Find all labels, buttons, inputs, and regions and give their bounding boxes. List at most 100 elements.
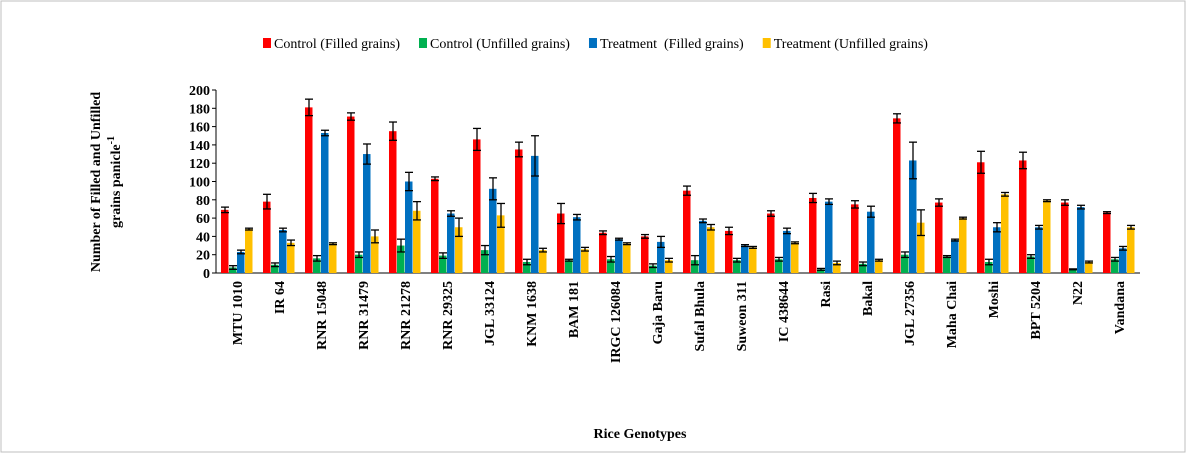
x-tick-label: BAM 181 — [567, 281, 582, 338]
bar — [347, 116, 355, 273]
error-bar — [691, 254, 699, 266]
error-bar — [767, 210, 775, 217]
error-bar — [917, 209, 925, 237]
bar — [851, 204, 859, 273]
error-bar — [665, 257, 673, 263]
bar — [581, 249, 589, 273]
legend-label: Control (Unfilled grains) — [430, 37, 570, 52]
error-bar — [1043, 199, 1051, 203]
bar — [993, 227, 1001, 273]
error-bar — [1061, 199, 1069, 206]
bar — [539, 250, 547, 273]
bar — [271, 264, 279, 273]
bar — [775, 259, 783, 273]
error-bar — [565, 258, 573, 262]
x-tick-label: RNR 29325 — [441, 281, 456, 350]
error-bar — [909, 141, 917, 180]
bar — [1103, 212, 1111, 273]
bar — [825, 201, 833, 273]
bar — [1077, 207, 1085, 273]
error-bar — [497, 202, 505, 228]
error-bar — [221, 206, 229, 214]
error-bar — [1119, 245, 1127, 251]
x-tick-label: IC 438644 — [777, 281, 792, 342]
error-bar — [657, 235, 665, 249]
bar — [665, 260, 673, 273]
error-bar — [237, 249, 245, 255]
x-tick-label: IR 64 — [273, 281, 288, 314]
error-bar — [481, 244, 489, 256]
error-bar — [959, 216, 967, 220]
bar — [833, 262, 841, 273]
bar — [413, 210, 421, 273]
error-bar — [901, 251, 909, 259]
bar — [1001, 194, 1009, 273]
bar — [1069, 269, 1077, 273]
error-bar — [363, 143, 371, 165]
bar — [531, 155, 539, 273]
bar — [229, 267, 237, 273]
error-bar — [935, 198, 943, 207]
error-bar — [573, 213, 581, 221]
x-tick-label: RNR 21278 — [399, 281, 414, 350]
error-bar — [599, 230, 607, 236]
bar — [783, 230, 791, 273]
bar — [623, 243, 631, 273]
y-tick-label: 60 — [196, 212, 210, 227]
error-bar — [725, 226, 733, 236]
error-bar — [817, 267, 825, 271]
y-axis-label-line: grains panicle-1 — [106, 136, 124, 228]
bar — [951, 240, 959, 273]
bar — [1127, 227, 1135, 273]
bar — [263, 201, 271, 273]
x-tick-label: Maha Chai — [945, 281, 960, 348]
error-bar — [355, 251, 363, 259]
bar — [557, 213, 565, 273]
x-tick-label: Vandana — [1113, 281, 1128, 334]
error-bar — [1103, 211, 1111, 215]
x-tick-label: KNM 1638 — [525, 281, 540, 347]
bar — [809, 197, 817, 273]
error-bar — [313, 254, 321, 262]
error-bar — [581, 246, 589, 252]
x-tick-label: Suweon 311 — [735, 281, 750, 351]
x-tick-label: JGL 33124 — [483, 281, 498, 346]
error-bar — [329, 242, 337, 246]
x-tick-label: Bakal — [861, 281, 876, 316]
error-bar — [413, 200, 421, 221]
error-bar — [791, 241, 799, 245]
bar — [1085, 262, 1093, 273]
x-tick-label: RNR 31479 — [357, 281, 372, 350]
error-bar — [245, 227, 253, 231]
x-tick-label: MTU 1010 — [231, 281, 246, 345]
error-bar — [1019, 151, 1027, 170]
bar — [917, 222, 925, 273]
y-tick-label: 120 — [189, 157, 210, 172]
bar — [321, 133, 329, 273]
error-bar — [783, 227, 791, 235]
error-bar — [473, 127, 481, 152]
error-bar — [515, 141, 523, 158]
legend-label: Treatment (Unfilled grains) — [774, 37, 929, 52]
y-axis-label-line: Number of Filled and Unfilled — [89, 92, 104, 272]
y-tick-label: 0 — [203, 267, 210, 282]
legend-swatch — [588, 38, 597, 48]
bar — [859, 263, 867, 273]
bar — [977, 162, 985, 273]
bar — [305, 107, 313, 273]
error-bar — [1127, 224, 1135, 230]
x-tick-label: Rasi — [819, 281, 834, 308]
error-bar — [951, 238, 959, 242]
bar — [447, 213, 455, 273]
bar — [565, 260, 573, 273]
error-bar — [977, 150, 985, 174]
bar — [683, 190, 691, 273]
error-bar — [371, 229, 379, 244]
bar — [523, 262, 531, 273]
bar — [497, 215, 505, 273]
bar — [355, 254, 363, 273]
bar — [1019, 160, 1027, 273]
bar — [943, 256, 951, 273]
error-bar — [347, 112, 355, 121]
